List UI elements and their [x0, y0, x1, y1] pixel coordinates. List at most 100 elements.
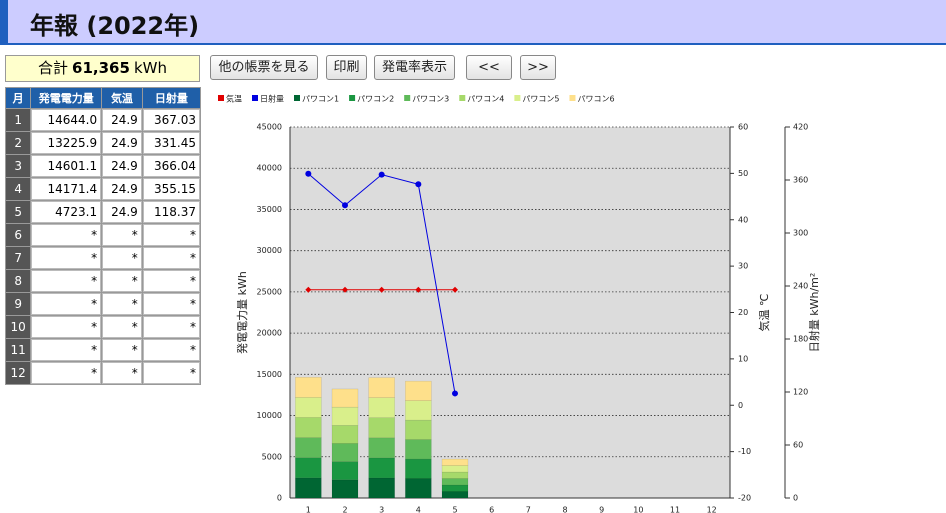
y-tick-label: 45000	[257, 123, 282, 132]
month-cell: 6	[6, 224, 31, 246]
x-tick-label: 5	[452, 506, 457, 513]
cell: *	[31, 362, 102, 384]
legend-swatch	[459, 95, 466, 101]
cell: *	[31, 316, 102, 338]
column-header: 発電電力量	[31, 88, 102, 108]
cell: *	[31, 270, 102, 292]
cell: 355.15	[142, 178, 200, 200]
cell: *	[102, 247, 142, 269]
cell: *	[102, 293, 142, 315]
cell: *	[142, 316, 200, 338]
bar-segment	[295, 417, 322, 438]
cell: 367.03	[142, 109, 200, 131]
marker	[415, 286, 422, 293]
bar-segment	[368, 477, 395, 499]
x-tick-label: 6	[489, 506, 494, 513]
y-tick-label: 5000	[262, 452, 282, 461]
column-header: 日射量	[142, 88, 200, 108]
y2-tick-label: 0	[738, 401, 743, 410]
column-header: 月	[6, 88, 31, 108]
marker	[452, 286, 458, 293]
button[interactable]: 発電率表示	[374, 55, 455, 80]
axis-label: 日射量 kWh/m²	[807, 273, 821, 353]
month-cell: 9	[6, 293, 31, 315]
bar-segment	[295, 477, 322, 499]
bar-segment	[441, 465, 469, 473]
cell: *	[31, 224, 102, 246]
bar-segment	[405, 380, 432, 401]
x-tick-label: 3	[379, 506, 384, 513]
table-row: 5 4723.1 24.9 118.37	[6, 201, 200, 223]
marker	[378, 171, 385, 178]
y2-tick-label: 10	[738, 354, 748, 363]
marker	[305, 286, 312, 293]
y-tick-label: 10000	[257, 411, 282, 420]
bar-segment	[331, 443, 359, 462]
bar-segment	[295, 377, 322, 398]
month-cell: 8	[6, 270, 31, 292]
legend-label: パワコン4	[467, 95, 504, 104]
bar-segment	[331, 425, 359, 444]
y2-tick-label: 20	[738, 308, 748, 317]
cell: 24.9	[102, 155, 142, 177]
table-row: 8 * * *	[6, 270, 200, 292]
cell: 14601.1	[31, 155, 102, 177]
x-tick-label: 11	[670, 506, 680, 513]
table-row: 1 14644.0 24.9 367.03	[6, 109, 200, 131]
button[interactable]: 印刷	[326, 55, 367, 80]
legend-swatch	[349, 95, 356, 101]
cell: 13225.9	[31, 132, 102, 154]
cell: *	[142, 339, 200, 361]
y2-tick-label: 30	[738, 262, 748, 271]
button[interactable]: <<	[466, 55, 512, 80]
y2-tick-label: -10	[738, 447, 751, 456]
legend-label: パワコン1	[302, 95, 339, 104]
y3-tick-label: 60	[793, 441, 803, 450]
cell: *	[102, 270, 142, 292]
bar-segment	[368, 457, 395, 479]
cell: 4723.1	[31, 201, 102, 223]
month-cell: 10	[6, 316, 31, 338]
legend-swatch	[569, 95, 576, 101]
marker	[342, 202, 348, 209]
total-label: 合計	[38, 59, 69, 77]
bar-segment	[368, 437, 395, 459]
legend-label: パワコン2	[357, 95, 394, 104]
cell: 24.9	[102, 178, 142, 200]
bar-segment	[405, 419, 432, 440]
cell: *	[142, 224, 200, 246]
y3-tick-label: 300	[793, 229, 808, 238]
legend-swatch	[294, 95, 300, 101]
legend-label: 日射量	[260, 94, 284, 104]
data-table: 月発電電力量 気温 日射量 1 14644.0 24.9 367.03 2 13225.9 24.…	[5, 87, 201, 385]
button[interactable]: 他の帳票を見る	[210, 55, 318, 80]
column-header: 気温	[102, 88, 142, 108]
legend-label: パワコン6	[577, 95, 614, 104]
button[interactable]: >>	[520, 55, 556, 80]
y3-tick-label: 360	[793, 176, 808, 185]
y2-tick-label: 60	[738, 123, 748, 132]
y3-tick-label: 240	[793, 282, 808, 291]
x-tick-label: 7	[526, 506, 531, 513]
x-tick-label: 8	[562, 506, 567, 513]
marker	[415, 181, 422, 188]
axis-label: 気温 ℃	[757, 294, 771, 332]
cell: *	[31, 247, 102, 269]
table-row: 11 * * *	[6, 339, 200, 361]
marker	[305, 170, 312, 177]
y-tick-label: 0	[277, 494, 282, 503]
bar-segment	[405, 439, 432, 460]
bar-segment	[331, 461, 359, 481]
month-cell: 7	[6, 247, 31, 269]
cell: *	[142, 270, 200, 292]
bar-segment	[331, 406, 359, 426]
total-unit: kWh	[133, 59, 167, 77]
y-tick-label: 30000	[257, 246, 282, 255]
table-row: 10 * * *	[6, 316, 200, 338]
total-value: 61,365	[72, 59, 130, 77]
marker	[342, 286, 348, 293]
x-tick-label: 4	[416, 506, 421, 513]
month-cell: 11	[6, 339, 31, 361]
cell: *	[102, 339, 142, 361]
